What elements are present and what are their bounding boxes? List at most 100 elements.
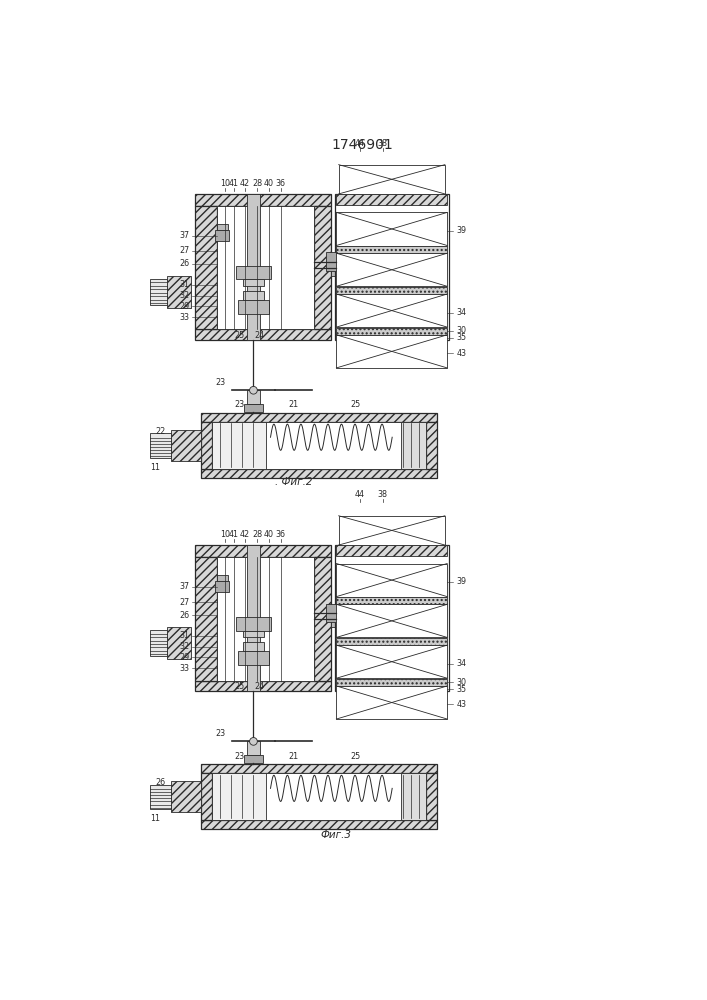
Bar xyxy=(337,246,448,253)
Bar xyxy=(201,764,437,773)
Text: 33: 33 xyxy=(179,313,189,322)
Text: 43: 43 xyxy=(457,349,467,358)
Text: 30: 30 xyxy=(457,678,467,687)
Bar xyxy=(150,785,171,809)
Text: 38: 38 xyxy=(378,490,388,499)
Text: 40: 40 xyxy=(264,179,274,188)
Bar xyxy=(236,617,271,631)
Bar xyxy=(195,545,331,557)
Bar xyxy=(247,545,259,691)
Bar xyxy=(216,581,230,592)
Bar xyxy=(195,206,217,329)
Text: 31: 31 xyxy=(179,280,189,289)
Text: 37: 37 xyxy=(179,582,189,591)
Text: 37: 37 xyxy=(179,231,189,240)
Bar xyxy=(238,300,269,314)
Text: 23: 23 xyxy=(235,400,245,409)
Bar xyxy=(327,252,337,271)
Bar xyxy=(243,631,264,637)
Text: 41: 41 xyxy=(229,530,239,539)
Text: 40: 40 xyxy=(264,530,274,539)
Bar xyxy=(217,206,314,329)
Text: 22: 22 xyxy=(156,427,166,436)
Bar xyxy=(339,516,445,545)
Text: 29: 29 xyxy=(179,302,189,311)
Bar xyxy=(201,469,437,478)
Circle shape xyxy=(250,386,257,394)
Bar xyxy=(247,194,259,340)
Text: 25: 25 xyxy=(235,331,245,340)
Bar xyxy=(211,773,426,820)
Text: 11: 11 xyxy=(151,814,160,823)
Text: 41: 41 xyxy=(229,179,239,188)
Bar xyxy=(337,287,448,294)
Bar xyxy=(335,545,449,691)
Bar xyxy=(201,773,211,820)
Bar xyxy=(211,422,266,469)
Circle shape xyxy=(250,738,257,745)
Text: 35: 35 xyxy=(457,333,467,342)
Text: 26: 26 xyxy=(156,778,166,787)
Bar xyxy=(201,413,437,422)
Bar xyxy=(168,627,191,659)
Text: 42: 42 xyxy=(240,179,250,188)
Text: 32: 32 xyxy=(179,291,189,300)
Bar xyxy=(426,422,437,469)
Text: 44: 44 xyxy=(355,139,365,148)
Bar xyxy=(243,642,264,651)
Text: 23: 23 xyxy=(235,752,245,761)
Bar xyxy=(331,260,339,276)
Text: 30: 30 xyxy=(457,326,467,335)
Bar xyxy=(201,820,437,829)
Text: 27: 27 xyxy=(179,246,189,255)
Text: 28: 28 xyxy=(252,179,262,188)
Text: 29: 29 xyxy=(179,653,189,662)
Bar xyxy=(337,212,448,246)
Bar xyxy=(195,194,331,206)
Bar xyxy=(201,422,211,469)
Bar xyxy=(216,230,230,241)
Bar xyxy=(238,651,269,665)
Bar xyxy=(331,611,339,627)
Text: 27: 27 xyxy=(179,598,189,607)
Bar xyxy=(168,276,191,308)
Text: 26: 26 xyxy=(179,259,189,268)
Bar xyxy=(337,335,448,368)
Bar xyxy=(247,390,259,404)
Bar xyxy=(337,604,448,637)
Text: 25: 25 xyxy=(235,682,245,691)
Bar xyxy=(247,741,259,755)
Text: 24: 24 xyxy=(255,682,264,691)
Bar xyxy=(217,575,228,581)
Bar xyxy=(211,422,426,469)
Text: 42: 42 xyxy=(240,530,250,539)
Bar xyxy=(327,604,337,622)
Text: 26: 26 xyxy=(179,611,189,620)
Text: 39: 39 xyxy=(457,226,467,235)
Bar xyxy=(337,638,448,645)
Bar xyxy=(244,755,263,763)
Bar xyxy=(337,294,448,327)
Bar xyxy=(337,194,448,205)
Bar xyxy=(171,430,201,461)
Bar xyxy=(243,291,264,300)
Text: 34: 34 xyxy=(457,659,467,668)
Bar xyxy=(314,206,331,329)
Text: 28: 28 xyxy=(252,530,262,539)
Bar xyxy=(217,224,228,230)
Text: 39: 39 xyxy=(457,578,467,586)
Text: Фиг.3: Фиг.3 xyxy=(321,830,352,840)
Text: 21: 21 xyxy=(288,400,299,409)
Text: 35: 35 xyxy=(457,685,467,694)
Text: 24: 24 xyxy=(255,331,264,340)
Bar xyxy=(337,686,448,719)
Bar xyxy=(337,253,448,286)
Bar xyxy=(402,773,426,820)
Bar xyxy=(337,597,448,604)
Bar xyxy=(244,404,263,412)
Bar xyxy=(150,433,171,458)
Bar xyxy=(195,557,217,681)
Bar xyxy=(217,557,314,681)
Bar xyxy=(335,194,449,340)
Text: 25: 25 xyxy=(351,752,361,761)
